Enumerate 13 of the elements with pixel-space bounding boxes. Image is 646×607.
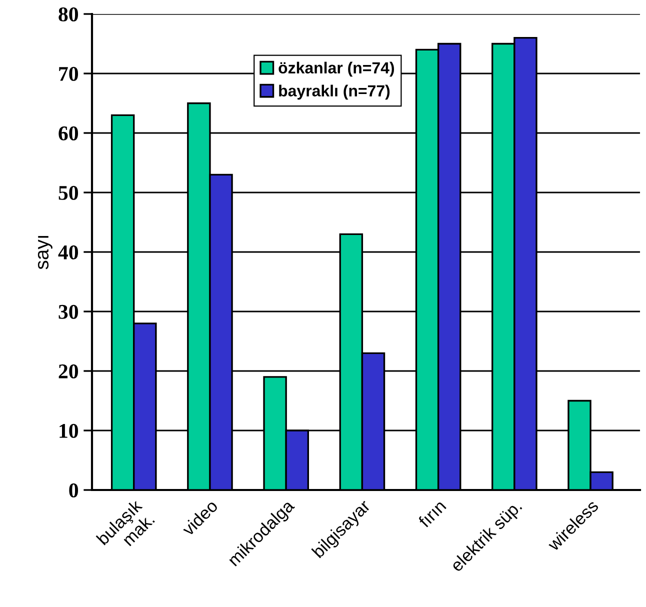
y-tick-label: 80: [58, 7, 78, 22]
y-tick-label: 10: [60, 424, 78, 438]
legend-label: bayraklı (n=77): [279, 84, 390, 100]
legend-label: özkanlar (n=74): [278, 62, 394, 77]
x-tick-label: fırın: [417, 499, 446, 528]
y-tick-label: 40: [58, 245, 78, 260]
y-tick-label: 60: [58, 126, 78, 140]
y-tick-label: 30: [58, 304, 78, 319]
y-tick-label: 50: [58, 186, 78, 200]
y-tick-label: 70: [59, 66, 78, 81]
y-tick-label: 0: [69, 483, 78, 498]
y-axis-title: sayı: [38, 236, 52, 270]
y-tick-label: 20: [58, 364, 78, 378]
